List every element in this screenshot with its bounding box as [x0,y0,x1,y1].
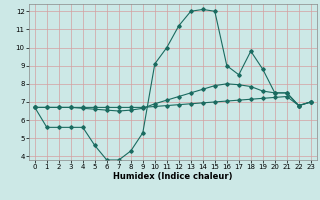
X-axis label: Humidex (Indice chaleur): Humidex (Indice chaleur) [113,172,233,181]
